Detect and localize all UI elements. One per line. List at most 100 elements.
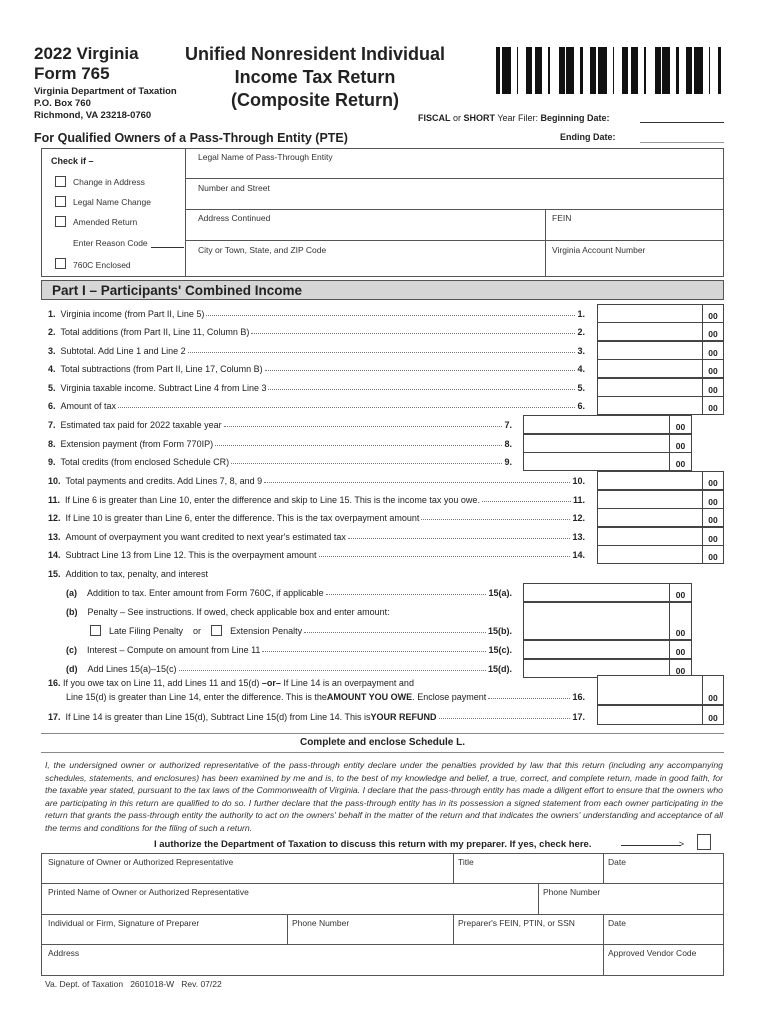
owner-signature-field[interactable]: Signature of Owner or Authorized Represe… <box>48 857 234 867</box>
line-number: 13. <box>48 532 61 542</box>
beginning-date-field[interactable] <box>640 122 724 123</box>
vendor-code-field[interactable]: Approved Vendor Code <box>608 948 697 958</box>
line-amount-input[interactable]: 00 <box>523 583 692 602</box>
line-amount-input[interactable]: 00 <box>597 471 724 490</box>
line-ref: 7. <box>504 420 512 430</box>
title-field[interactable]: Title <box>458 857 474 867</box>
cents: 00 <box>702 378 723 397</box>
fein-field[interactable]: FEIN <box>552 213 572 223</box>
760c-enclosed-checkbox[interactable] <box>55 258 66 269</box>
line-ref: 16. <box>572 692 585 702</box>
legal-name-field[interactable]: Legal Name of Pass-Through Entity <box>198 152 333 162</box>
cents: 00 <box>702 545 723 564</box>
760c-enclosed-label: 760C Enclosed <box>73 260 131 270</box>
part1-header: Part I – Participants' Combined Income <box>41 280 724 300</box>
line-number: 7. <box>48 420 56 430</box>
line-number: 1. <box>48 309 56 319</box>
preparer-date-field[interactable]: Date <box>608 918 626 928</box>
leader-dots <box>304 632 486 633</box>
barcode-bar <box>529 47 530 94</box>
barcode-bar <box>626 47 628 94</box>
street-field[interactable]: Number and Street <box>198 183 270 193</box>
date-field[interactable]: Date <box>608 857 626 867</box>
cents: 00 <box>702 527 723 546</box>
form-number: Form 765 <box>34 64 110 83</box>
line-amount-input[interactable]: 00 <box>523 452 692 471</box>
ending-date-field[interactable] <box>640 142 724 143</box>
declaration-text: I, the undersigned owner or authorized r… <box>45 760 723 833</box>
line-item: 5. Virginia taxable income. Subtract Line… <box>48 381 585 393</box>
line-amount-input[interactable]: 00 <box>597 545 724 564</box>
cents: 00 <box>669 659 691 678</box>
line-ref: 5. <box>577 383 585 393</box>
line-amount-input[interactable]: 00 <box>523 434 692 453</box>
barcode-bar <box>625 47 626 94</box>
line-17-amount-input[interactable]: 00 <box>597 705 724 725</box>
preparer-id-field[interactable]: Preparer's FEIN, PTIN, or SSN <box>458 918 575 928</box>
line-amount-input[interactable]: 00 <box>597 341 724 360</box>
divider <box>185 240 724 241</box>
line-amount-input[interactable]: 00 <box>597 322 724 341</box>
leader-dots <box>488 698 571 699</box>
cents: 00 <box>702 508 723 527</box>
barcode-bar <box>595 47 596 94</box>
barcode-bar <box>590 47 592 94</box>
barcode <box>496 47 721 94</box>
barcode-bar <box>530 47 532 94</box>
line-amount-input[interactable]: 00 <box>597 508 724 527</box>
line-amount-input[interactable]: 00 <box>523 640 692 659</box>
line-ref: 17. <box>572 712 585 722</box>
phone-field[interactable]: Phone Number <box>543 887 601 897</box>
leader-dots <box>264 370 576 371</box>
preparer-signature-field[interactable]: Individual or Firm, Signature of Prepare… <box>48 918 200 928</box>
line-item: 3. Subtotal. Add Line 1 and Line 2 3. <box>48 344 585 356</box>
barcode-bar <box>691 47 692 94</box>
line-ref: 15(c). <box>488 645 512 655</box>
address-field[interactable]: Address <box>48 948 80 958</box>
barcode-bar <box>571 47 572 94</box>
line-number: (a) <box>66 588 77 598</box>
line-ref: 4. <box>577 364 585 374</box>
va-account-field[interactable]: Virginia Account Number <box>552 245 646 255</box>
legal-name-change-label: Legal Name Change <box>73 197 151 207</box>
line-text: If Line 10 is greater than Line 6, enter… <box>65 513 420 523</box>
divider <box>41 883 724 884</box>
line-amount-input[interactable]: 00 <box>597 378 724 397</box>
late-filing-penalty-checkbox[interactable] <box>90 625 101 636</box>
entity-info-box <box>41 148 724 277</box>
line-amount-input[interactable]: 00 <box>597 396 724 415</box>
line-amount-input[interactable]: 00 <box>597 359 724 378</box>
barcode-bar <box>686 47 688 94</box>
line-amount-input[interactable]: 00 <box>597 527 724 546</box>
barcode-bar <box>709 47 710 94</box>
line-number: 2. <box>48 327 56 337</box>
line-ref: 12. <box>572 513 585 523</box>
authorize-preparer-checkbox[interactable] <box>697 834 711 850</box>
leader-dots <box>215 445 503 446</box>
amended-return-checkbox[interactable] <box>55 216 66 227</box>
city-state-zip-field[interactable]: City or Town, State, and ZIP Code <box>198 245 327 255</box>
line-16-amount-input[interactable]: 00 <box>597 675 724 705</box>
preparer-phone-field[interactable]: Phone Number <box>292 918 350 928</box>
barcode-bar <box>604 47 607 94</box>
divider <box>603 853 604 883</box>
line-text: If Line 6 is greater than Line 10, enter… <box>65 495 480 505</box>
change-address-checkbox[interactable] <box>55 176 66 187</box>
printed-name-field[interactable]: Printed Name of Owner or Authorized Repr… <box>48 887 249 897</box>
barcode-bar <box>548 47 550 94</box>
line-text: Line 15(d) is greater than Line 14, ente… <box>66 692 327 702</box>
line-amount-input[interactable]: 00 <box>597 304 724 323</box>
address-continued-field[interactable]: Address Continued <box>198 213 271 223</box>
check-if-label: Check if – <box>51 156 94 166</box>
extension-penalty-checkbox[interactable] <box>211 625 223 636</box>
line-amount-input[interactable]: 00 <box>523 415 692 434</box>
line-number: 4. <box>48 364 56 374</box>
reason-code-field[interactable] <box>151 247 184 248</box>
short-label: SHORT <box>463 113 496 123</box>
line-amount-input[interactable]: 00 <box>523 602 692 640</box>
barcode-bar <box>718 47 721 94</box>
line-item: 9. Total credits (from enclosed Schedule … <box>48 455 512 467</box>
legal-name-change-checkbox[interactable] <box>55 196 66 207</box>
line-17: 17. If Line 14 is greater than Line 15(d)… <box>48 710 585 722</box>
line-amount-input[interactable]: 00 <box>597 490 724 509</box>
